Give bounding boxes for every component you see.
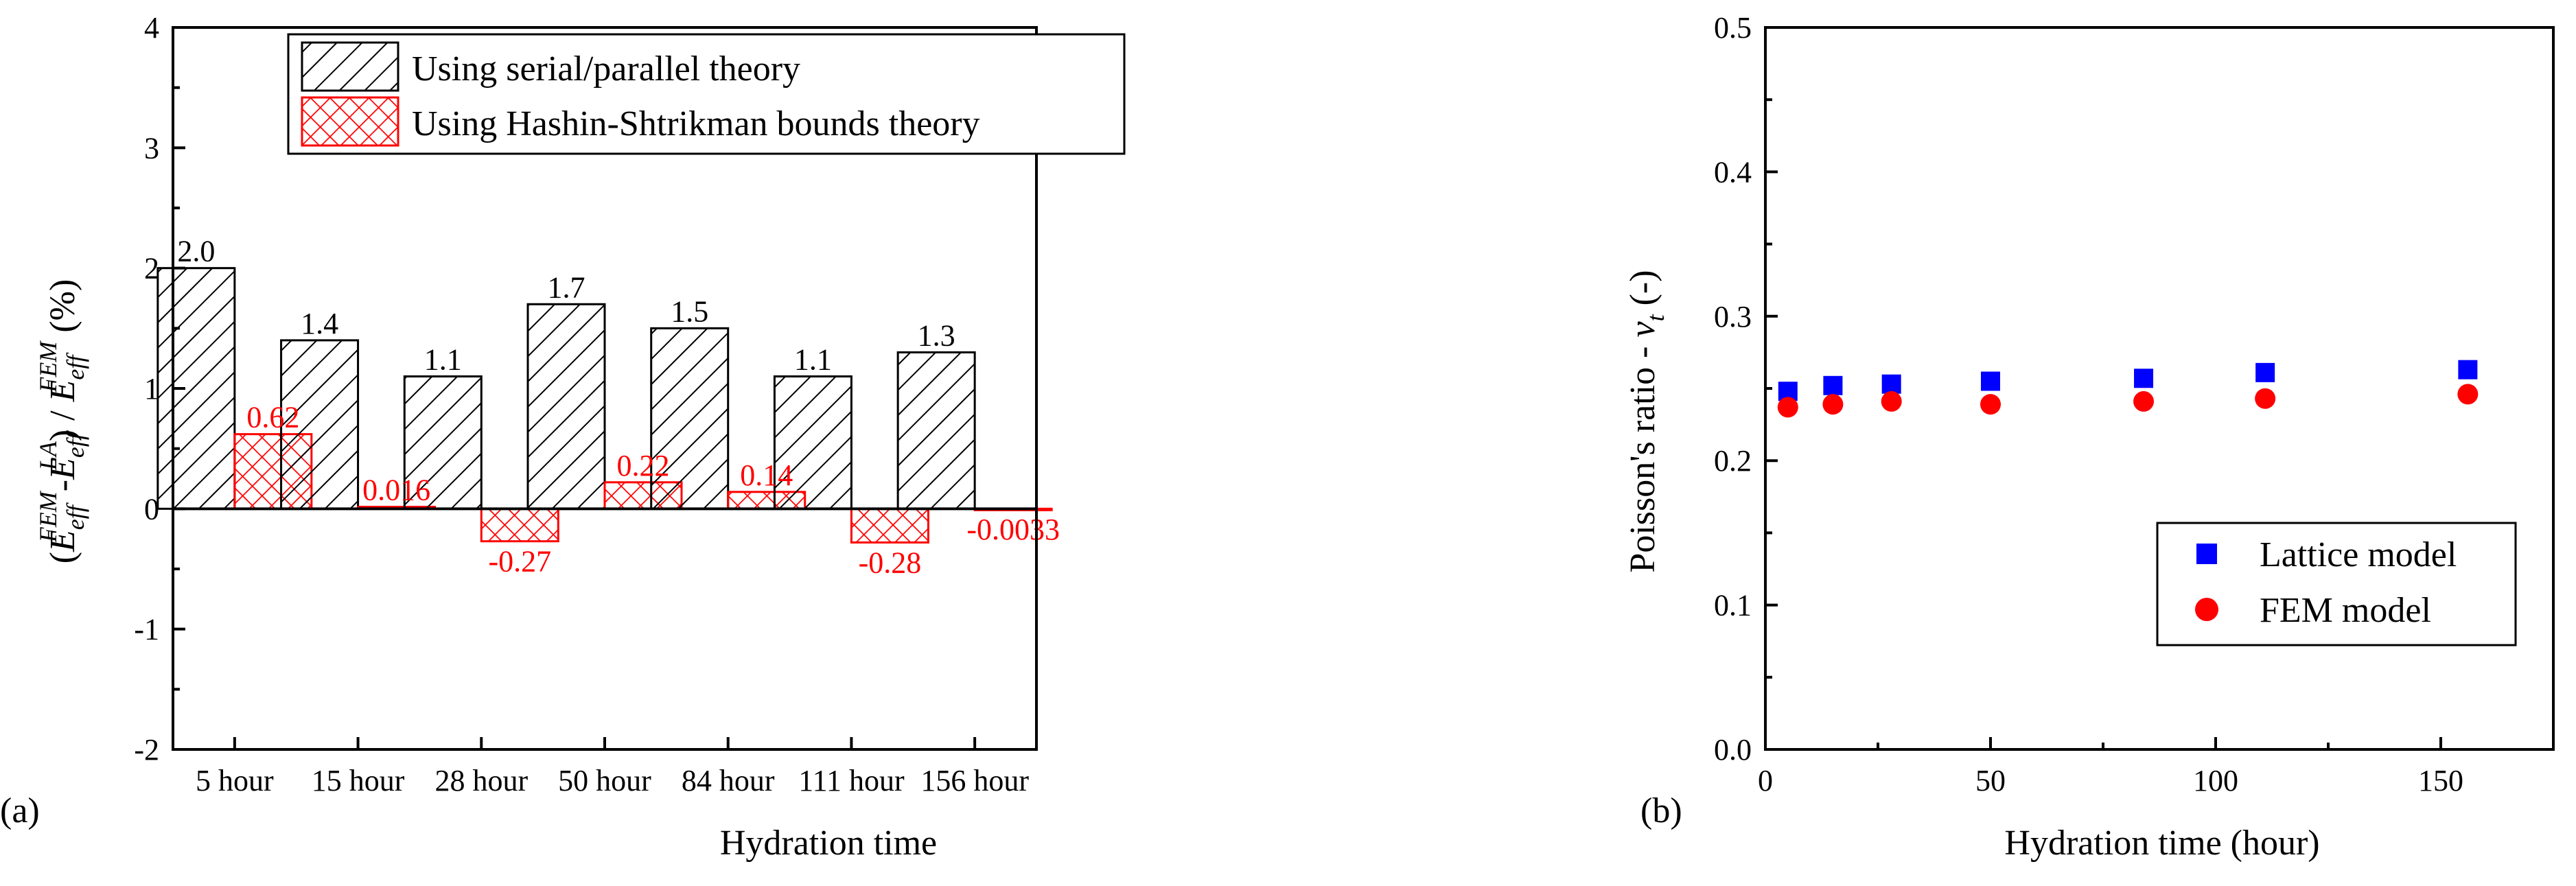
panel-b-legend: Lattice model FEM model <box>2156 522 2517 646</box>
x-tick-label: 111 hour <box>798 764 905 797</box>
bar-label-serial-parallel: 1.7 <box>548 270 585 304</box>
point-lattice-model <box>2134 369 2154 388</box>
legend-label-lattice-model: Lattice model <box>2260 535 2457 574</box>
legend-label-fem-model: FEM model <box>2260 591 2431 630</box>
legend-swatch-hashin-shtrikman <box>301 96 399 147</box>
bar-label-serial-parallel: 1.1 <box>794 342 832 376</box>
panel-a-letter: (a) <box>0 791 40 830</box>
bar-hashin-shtrikman <box>480 507 559 543</box>
panel-a-y-axis-ticks: -2 -1 0 1 2 3 4 <box>134 11 185 767</box>
bar-label-serial-parallel: 1.5 <box>671 294 708 328</box>
panel-b-y-axis-ticks: 0.0 0.1 0.2 0.3 0.4 0.5 <box>1714 11 1778 767</box>
y-tick-label: 0.0 <box>1714 733 1752 767</box>
x-tick-label: 15 hour <box>312 764 405 797</box>
point-lattice-model <box>2458 360 2478 380</box>
x-tick-label: 0 <box>1758 764 1773 797</box>
panel-a-bar-value-labels: 2.0 0.62 1.4 0.016 1.1 -0.27 1.7 0.22 1.5 0.14 1.1… <box>177 235 1060 580</box>
y-tick-label: 0.1 <box>1714 589 1752 622</box>
panel-b-letter: (b) <box>1640 791 1682 830</box>
bar-serial-parallel <box>280 339 360 510</box>
panel-b-x-axis-title: Hydration time (hour) <box>2004 824 2319 863</box>
y-tick-label: 3 <box>144 131 159 165</box>
point-fem-model <box>1980 394 2001 415</box>
point-fem-model <box>2457 384 2479 405</box>
legend-marker-lattice-model <box>2196 544 2217 564</box>
legend-swatch-serial-parallel <box>301 41 399 92</box>
bar-label-hashin-shtrikman: 0.14 <box>740 458 793 492</box>
bar-label-hashin-shtrikman: -0.27 <box>488 545 551 579</box>
point-fem-model <box>1822 394 1844 415</box>
y-tick-label: 1 <box>144 372 159 406</box>
x-tick-label: 50 hour <box>558 764 651 797</box>
x-tick-label: 5 hour <box>196 764 274 797</box>
panel-a-legend: Using serial/parallel theory Using Hashi… <box>287 33 1126 155</box>
bar-label-serial-parallel: 1.4 <box>301 307 338 340</box>
bar-serial-parallel <box>403 375 483 510</box>
bar-label-hashin-shtrikman: -0.28 <box>859 546 922 579</box>
panel-b-y-axis-title: Poisson's ratio - νt (-) <box>1623 270 1669 572</box>
x-tick-label: 100 <box>2193 764 2238 797</box>
bar-hashin-shtrikman <box>850 507 929 544</box>
panel-a-y-axis-title: (EeffFEM-EeffLA) / EeffFEM (%) <box>34 279 89 564</box>
panel-b-data-points <box>1777 360 2479 418</box>
bar-label-hashin-shtrikman: 0.62 <box>246 401 299 434</box>
point-lattice-model <box>2255 362 2275 382</box>
y-tick-label: 0 <box>144 492 159 526</box>
bar-label-hashin-shtrikman: -0.0033 <box>966 513 1060 546</box>
legend-label-serial-parallel: Using serial/parallel theory <box>412 49 800 89</box>
point-lattice-model <box>1881 374 1901 394</box>
y-tick-label: 0.5 <box>1714 11 1752 45</box>
bar-label-serial-parallel: 2.0 <box>177 235 215 268</box>
x-tick-label: 50 <box>1975 764 2006 797</box>
y-tick-label: 0.2 <box>1714 444 1752 478</box>
y-tick-label: 2 <box>144 252 159 285</box>
bar-label-serial-parallel: 1.1 <box>424 342 462 376</box>
x-tick-label: 84 hour <box>682 764 775 797</box>
panel-a-x-axis-title: Hydration time <box>720 824 937 863</box>
point-lattice-model <box>1981 371 2000 391</box>
bar-serial-parallel <box>896 351 976 510</box>
bar-label-serial-parallel: 1.3 <box>918 318 955 352</box>
x-tick-label: 156 hour <box>920 764 1029 797</box>
bar-serial-parallel <box>650 327 730 510</box>
panel-a-x-axis-ticks: 5 hour 15 hour 28 hour 50 hour 84 hour 111 ho… <box>196 737 1029 797</box>
y-tick-label: 0.3 <box>1714 300 1752 334</box>
bar-serial-parallel <box>156 267 236 510</box>
x-tick-label: 28 hour <box>434 764 528 797</box>
bar-serial-parallel <box>526 303 606 510</box>
x-tick-label: 150 <box>2418 764 2463 797</box>
panel-b-x-axis-ticks: 0 50 100 150 <box>1758 737 2463 797</box>
y-tick-label: 0.4 <box>1714 155 1752 189</box>
bar-label-hashin-shtrikman: 0.016 <box>362 474 430 507</box>
point-fem-model <box>2133 390 2155 412</box>
panel-b-scatter-chart: 0.0 0.1 0.2 0.3 0.4 0.5 0 50 100 150 Lattice mod… <box>1623 11 2555 863</box>
panel-a-bar-chart: 2.0 0.62 1.4 0.016 1.1 -0.27 1.7 0.22 1.5 0.14 1.1… <box>0 11 1126 863</box>
point-fem-model <box>2255 388 2276 409</box>
legend-label-hashin-shtrikman: Using Hashin-Shtrikman bounds theory <box>412 104 980 143</box>
point-lattice-model <box>1823 375 1843 395</box>
point-fem-model <box>1777 397 1798 418</box>
panel-a-legend-box <box>287 33 1126 155</box>
y-tick-label: 4 <box>144 11 159 45</box>
panel-b-legend-box <box>2156 522 2517 646</box>
y-tick-label: -2 <box>134 733 159 767</box>
y-tick-label: -1 <box>134 613 159 646</box>
legend-marker-fem-model <box>2195 598 2218 621</box>
point-fem-model <box>1881 390 1902 412</box>
bar-label-hashin-shtrikman: 0.22 <box>617 449 670 482</box>
